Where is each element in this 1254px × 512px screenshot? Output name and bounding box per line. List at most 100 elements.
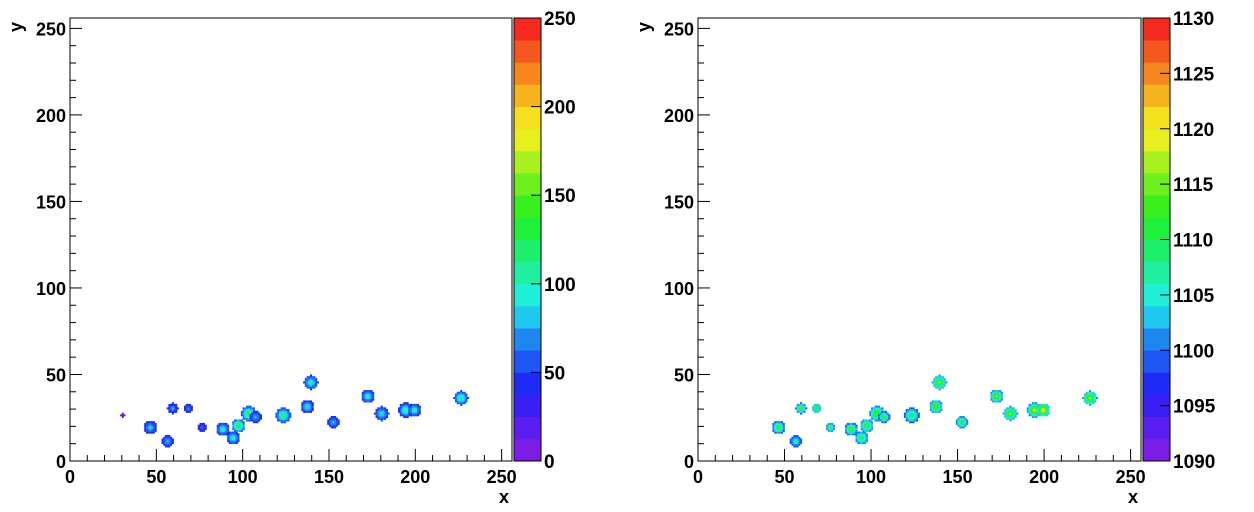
heatmap-cell bbox=[801, 405, 804, 408]
heatmap-cell bbox=[796, 441, 799, 444]
heatmap-cell bbox=[858, 441, 861, 444]
heatmap-cell bbox=[277, 412, 280, 415]
heatmap-cell bbox=[465, 393, 468, 396]
heatmap-cell bbox=[855, 436, 858, 439]
heatmap-cell bbox=[163, 436, 166, 439]
heatmap-cell bbox=[242, 410, 245, 413]
heatmap-cell bbox=[242, 412, 245, 415]
heatmap-cell bbox=[865, 438, 868, 441]
heatmap-cell bbox=[277, 416, 280, 419]
heatmap-cell bbox=[791, 443, 794, 446]
heatmap-cell bbox=[202, 424, 205, 427]
heatmap-cell bbox=[385, 416, 388, 419]
heatmap-cell bbox=[183, 409, 186, 412]
heatmap-cell bbox=[917, 412, 920, 415]
heatmap-cell bbox=[382, 412, 385, 415]
color-bar-swatch bbox=[1143, 84, 1170, 107]
heatmap-cell bbox=[234, 424, 237, 427]
heatmap-cell bbox=[303, 381, 306, 384]
heatmap-cell bbox=[163, 440, 166, 443]
heatmap-cell bbox=[876, 414, 879, 417]
heatmap-cell bbox=[1030, 409, 1033, 412]
heatmap-cell bbox=[813, 409, 816, 412]
heatmap-cell bbox=[145, 422, 148, 425]
x-tick-label: 0 bbox=[65, 467, 75, 487]
heatmap-cell bbox=[328, 417, 332, 420]
heatmap-cell bbox=[938, 379, 941, 382]
heatmap-cell bbox=[852, 429, 855, 432]
heatmap-cell bbox=[401, 407, 404, 410]
heatmap-cell bbox=[411, 405, 414, 408]
heatmap-cell bbox=[368, 393, 371, 396]
heatmap-cell bbox=[910, 419, 913, 422]
heatmap-cell bbox=[938, 377, 941, 380]
heatmap-cell bbox=[862, 435, 865, 438]
heatmap-cell bbox=[398, 409, 401, 412]
heatmap-cell bbox=[249, 416, 252, 419]
heatmap-cell bbox=[997, 391, 1000, 394]
heatmap-cell bbox=[168, 441, 171, 444]
heatmap-cell bbox=[151, 426, 154, 429]
heatmap-cell bbox=[311, 403, 314, 406]
heatmap-cell bbox=[1085, 391, 1088, 394]
heatmap-cell bbox=[1094, 393, 1097, 396]
heatmap-cell bbox=[361, 395, 364, 398]
heatmap-cell bbox=[311, 402, 314, 405]
y-tick-label: 200 bbox=[664, 106, 694, 126]
heatmap-cell bbox=[793, 436, 796, 439]
heatmap-cell bbox=[366, 393, 369, 396]
heatmap-blob bbox=[1037, 403, 1050, 417]
heatmap-cell bbox=[936, 400, 939, 403]
heatmap-cell bbox=[415, 405, 418, 408]
color-bar-label: 250 bbox=[544, 9, 576, 30]
heatmap-cell bbox=[798, 409, 801, 412]
heatmap-cell bbox=[819, 407, 822, 410]
heatmap-cell bbox=[910, 407, 913, 410]
heatmap-cell bbox=[1089, 391, 1092, 394]
heatmap-cell bbox=[375, 409, 378, 412]
heatmap-cell bbox=[1009, 407, 1012, 410]
heatmap-cell bbox=[382, 417, 385, 420]
heatmap-cell bbox=[144, 424, 147, 427]
heatmap-cell bbox=[455, 400, 458, 403]
heatmap-cell bbox=[1040, 410, 1043, 413]
heatmap-cell bbox=[874, 409, 877, 412]
heatmap-cell bbox=[1007, 414, 1010, 417]
heatmap-cell bbox=[328, 424, 332, 427]
heatmap-cell bbox=[1035, 416, 1038, 419]
heatmap-cell bbox=[999, 393, 1002, 396]
heatmap-cell bbox=[941, 376, 945, 379]
heatmap-cell bbox=[335, 421, 338, 424]
heatmap-cell bbox=[1090, 395, 1093, 398]
heatmap-cell bbox=[404, 409, 407, 412]
heatmap-cell bbox=[235, 426, 238, 429]
heatmap-cell bbox=[239, 428, 242, 431]
heatmap-cell bbox=[242, 417, 245, 420]
heatmap-cell bbox=[1016, 412, 1019, 415]
heatmap-cell bbox=[940, 386, 943, 389]
heatmap-cell bbox=[282, 419, 285, 422]
heatmap-cell bbox=[1031, 412, 1035, 415]
heatmap-blob bbox=[1002, 405, 1019, 422]
heatmap-cell bbox=[240, 429, 243, 432]
heatmap-cell bbox=[375, 412, 378, 415]
heatmap-cell bbox=[221, 429, 224, 432]
heatmap-cell bbox=[916, 414, 919, 417]
heatmap-cell bbox=[461, 398, 464, 401]
heatmap-cell bbox=[826, 426, 829, 429]
heatmap-cell bbox=[403, 410, 406, 413]
heatmap-cell bbox=[800, 407, 803, 410]
heatmap-cell bbox=[869, 429, 872, 432]
heatmap-cell bbox=[285, 409, 288, 412]
heatmap-cell bbox=[379, 407, 382, 410]
heatmap-cell bbox=[284, 416, 287, 419]
heatmap-cell bbox=[301, 402, 304, 405]
heatmap-cell bbox=[907, 416, 910, 419]
heatmap-cell bbox=[185, 410, 188, 413]
heatmap-cell bbox=[845, 431, 848, 434]
heatmap-cell bbox=[154, 422, 157, 425]
heatmap-cell bbox=[380, 410, 383, 413]
heatmap-cell bbox=[857, 441, 860, 444]
heatmap-cell bbox=[1012, 417, 1015, 420]
heatmap-cell bbox=[304, 403, 307, 406]
